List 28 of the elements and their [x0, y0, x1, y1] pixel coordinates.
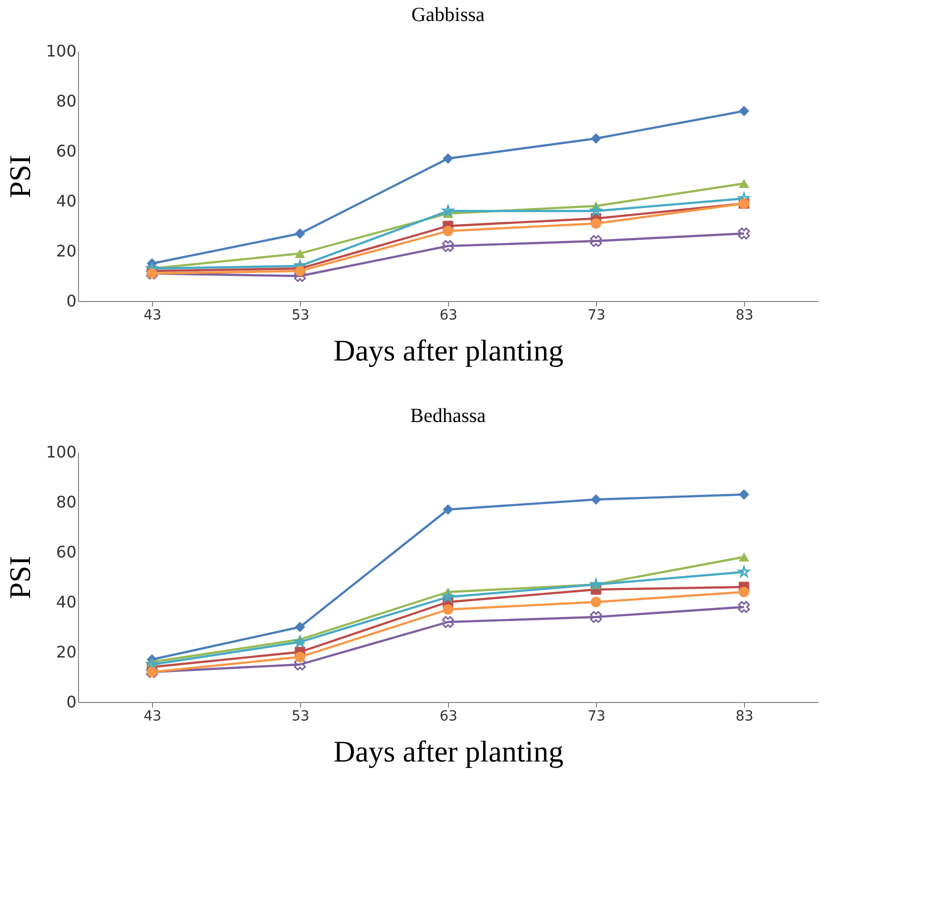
y-tick-label: 100 — [46, 442, 76, 462]
x-tick-label: 43 — [144, 308, 162, 324]
x-tick-label: 53 — [292, 708, 310, 724]
x-tick-label: 83 — [736, 708, 754, 724]
y-tick-label: 60 — [56, 142, 76, 160]
y-tick-label: 80 — [56, 92, 76, 110]
x-tick-label: 73 — [588, 308, 606, 324]
x-tick-label: 83 — [736, 308, 754, 324]
chart-title: Bedhassa — [410, 405, 486, 427]
y-tick-label: 40 — [56, 192, 76, 210]
x-tick-label: 53 — [292, 308, 310, 324]
y-tick-label: 0 — [66, 692, 76, 712]
y-axis-title: PSI — [4, 154, 37, 198]
y-tick-label: 60 — [56, 542, 76, 562]
x-tick-label: 63 — [440, 308, 458, 324]
y-axis-title: PSI — [4, 556, 37, 600]
x-tick-label: 73 — [588, 708, 606, 724]
y-tick-label: 100 — [46, 42, 76, 60]
x-tick-label: 43 — [144, 708, 162, 724]
y-tick-label: 80 — [56, 492, 76, 512]
x-axis-title: Days after planting — [334, 736, 564, 768]
chart-title: Gabbissa — [411, 4, 485, 26]
x-tick-label: 63 — [440, 708, 458, 724]
y-tick-label: 20 — [56, 642, 76, 662]
y-tick-label: 20 — [56, 242, 76, 260]
y-tick-label: 0 — [66, 292, 76, 310]
x-axis-title: Days after planting — [334, 334, 564, 368]
y-tick-label: 40 — [56, 592, 76, 612]
